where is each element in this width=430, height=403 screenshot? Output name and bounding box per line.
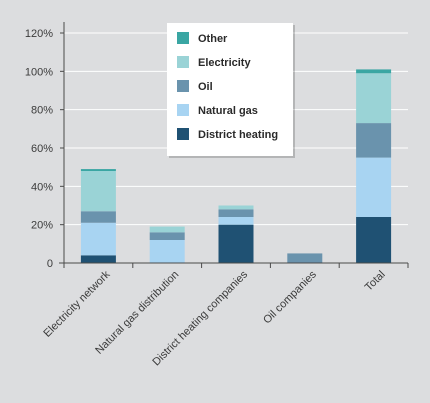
- bar-segment-other: [356, 69, 392, 74]
- legend-swatch: [177, 80, 189, 92]
- y-tick-label: 120%: [25, 28, 53, 40]
- y-tick-label: 100%: [25, 66, 53, 78]
- bars: [80, 69, 392, 263]
- bar-segment-district-heating: [80, 255, 116, 263]
- bar-segment-other: [80, 169, 116, 171]
- legend-swatch: [177, 56, 189, 68]
- y-tick-label: 20%: [31, 220, 53, 232]
- bar-segment-natural-gas: [80, 222, 116, 256]
- y-tick-label: 0: [47, 258, 53, 270]
- bar-segment-oil: [356, 123, 392, 158]
- bar-segment-electricity: [356, 73, 392, 124]
- bar-segment-electricity: [218, 205, 254, 210]
- legend-swatch: [177, 128, 189, 140]
- bar-segment-oil: [218, 209, 254, 217]
- legend-label: Other: [198, 33, 228, 45]
- legend-swatch: [177, 104, 189, 116]
- x-tick-label: Oil companies: [261, 268, 319, 326]
- legend-label: District heating: [198, 129, 278, 141]
- bar-segment-electricity: [80, 171, 116, 212]
- legend-label: Oil: [198, 81, 213, 93]
- bar-segment-oil: [287, 253, 323, 263]
- bar-segment-natural-gas: [356, 157, 392, 217]
- bar-segment-natural-gas: [149, 240, 185, 263]
- legend-label: Electricity: [198, 57, 251, 69]
- bar-segment-oil: [80, 211, 116, 223]
- bar-segment-oil: [149, 232, 185, 240]
- bar-segment-district-heating: [356, 217, 392, 263]
- legend: Other Electricity Oil Natural gas District h…: [167, 23, 295, 158]
- bar-segment-natural-gas: [218, 217, 254, 225]
- y-tick-label: 60%: [31, 143, 53, 155]
- bar-segment-electricity: [149, 226, 185, 233]
- x-tick-label: Total: [363, 269, 388, 294]
- bar-segment-district-heating: [218, 224, 254, 263]
- legend-swatch: [177, 32, 189, 44]
- y-tick-label: 40%: [31, 181, 53, 193]
- y-tick-label: 80%: [31, 105, 53, 117]
- x-tick-label: Electricity network: [41, 268, 113, 340]
- legend-label: Natural gas: [198, 105, 258, 117]
